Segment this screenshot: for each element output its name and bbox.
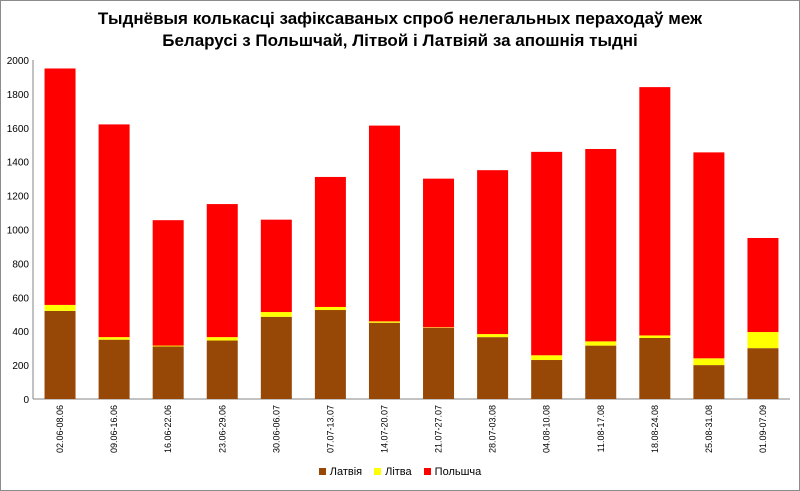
legend-item: Літва bbox=[374, 466, 412, 478]
bar-segment-lithuania bbox=[260, 312, 292, 317]
legend-label: Польшча bbox=[434, 466, 482, 478]
y-tick-label: 2000 bbox=[7, 56, 30, 67]
legend-item: Латвія bbox=[318, 466, 363, 478]
bar-segment-lithuania bbox=[152, 345, 184, 347]
bar-segment-poland bbox=[98, 124, 130, 338]
legend: Латвія Літва Польшча bbox=[0, 466, 800, 478]
x-tick-label: 30.06-06.07 bbox=[271, 405, 281, 453]
bar-segment-poland bbox=[368, 125, 400, 322]
legend-swatch bbox=[318, 468, 326, 475]
chart-title-line-2: Беларусі з Польшчай, Літвой і Латвіяй за… bbox=[162, 31, 638, 50]
x-tick-label: 14.07-20.07 bbox=[379, 405, 389, 453]
x-tick-label: 25.08-31.08 bbox=[704, 405, 714, 453]
bar-segment-latvia bbox=[314, 310, 346, 399]
bar-segment-poland bbox=[747, 237, 779, 333]
x-tick-label: 18.08-24.08 bbox=[650, 405, 660, 453]
y-tick-label: 200 bbox=[12, 361, 29, 372]
legend-label: Латвія bbox=[329, 466, 363, 478]
bar-segment-latvia bbox=[531, 360, 563, 399]
x-tick-label: 21.07-27.07 bbox=[434, 405, 444, 453]
chart-title: Тыднёвыя колькасці зафіксаваных спроб не… bbox=[0, 8, 800, 52]
bar-segment-latvia bbox=[423, 327, 455, 399]
y-tick-label: 1600 bbox=[7, 124, 30, 135]
bar-segment-lithuania bbox=[314, 306, 346, 311]
bar-segment-poland bbox=[314, 176, 346, 307]
bar-segment-lithuania bbox=[98, 337, 130, 340]
x-tick-label: 09.06-16.06 bbox=[109, 405, 119, 453]
bar-segment-latvia bbox=[44, 310, 76, 399]
bar-segment-latvia bbox=[98, 339, 130, 399]
bar-segment-latvia bbox=[368, 322, 400, 399]
bar-segment-latvia bbox=[206, 340, 238, 399]
y-tick-label: 800 bbox=[12, 259, 29, 270]
bar-segment-poland bbox=[585, 148, 617, 342]
x-tick-label: 07.07-13.07 bbox=[325, 405, 335, 453]
bar-segment-latvia bbox=[477, 337, 509, 399]
x-tick-label: 28.07-03.08 bbox=[488, 405, 498, 453]
bar-segment-lithuania bbox=[639, 335, 671, 338]
bar-segment-lithuania bbox=[747, 332, 779, 349]
legend-swatch bbox=[374, 468, 382, 475]
bar-segment-poland bbox=[693, 152, 725, 359]
bar-segment-lithuania bbox=[423, 327, 455, 328]
bar-segment-lithuania bbox=[44, 304, 76, 311]
bar-segment-lithuania bbox=[531, 355, 563, 361]
x-tick-label: 11.08-17.08 bbox=[596, 405, 606, 452]
bar-segment-lithuania bbox=[693, 358, 725, 366]
y-tick-label: 0 bbox=[23, 395, 29, 406]
bar-segment-latvia bbox=[639, 337, 671, 399]
legend-label: Літва bbox=[385, 466, 412, 478]
x-tick-label: 04.08-10.08 bbox=[542, 405, 552, 453]
x-tick-label: 01.09-07.09 bbox=[758, 405, 768, 453]
y-tick-label: 1800 bbox=[7, 90, 30, 101]
bar-segment-lithuania bbox=[585, 341, 617, 346]
x-tick-label: 23.06-29.06 bbox=[217, 405, 227, 453]
bar-segment-poland bbox=[639, 87, 671, 336]
bar-segment-latvia bbox=[747, 348, 779, 399]
y-tick-label: 1200 bbox=[7, 192, 30, 203]
bar-segment-lithuania bbox=[368, 321, 400, 323]
bar-segment-poland bbox=[152, 220, 184, 346]
x-tick-label: 02.06-08.06 bbox=[55, 405, 65, 453]
chart-title-line-1: Тыднёвыя колькасці зафіксаваных спроб не… bbox=[97, 9, 703, 28]
bar-segment-latvia bbox=[585, 345, 617, 399]
bar-segment-poland bbox=[477, 170, 509, 335]
bar-segment-poland bbox=[423, 178, 455, 328]
legend-swatch bbox=[423, 468, 431, 475]
y-tick-label: 600 bbox=[12, 293, 29, 304]
y-tick-label: 1000 bbox=[7, 226, 30, 237]
bar-segment-lithuania bbox=[477, 334, 509, 338]
y-tick-label: 400 bbox=[12, 327, 29, 338]
y-tick-label: 1400 bbox=[7, 158, 30, 169]
x-tick-label: 16.06-22.06 bbox=[163, 405, 173, 453]
bar-segment-latvia bbox=[693, 365, 725, 399]
bar-segment-lithuania bbox=[206, 337, 238, 341]
legend-item: Польшча bbox=[423, 466, 482, 478]
bar-segment-poland bbox=[44, 68, 76, 305]
bar-segment-poland bbox=[531, 151, 563, 356]
bar-segment-latvia bbox=[260, 316, 292, 399]
bar-segment-latvia bbox=[152, 346, 184, 399]
bar-segment-poland bbox=[260, 219, 292, 313]
bar-segment-poland bbox=[206, 204, 238, 338]
